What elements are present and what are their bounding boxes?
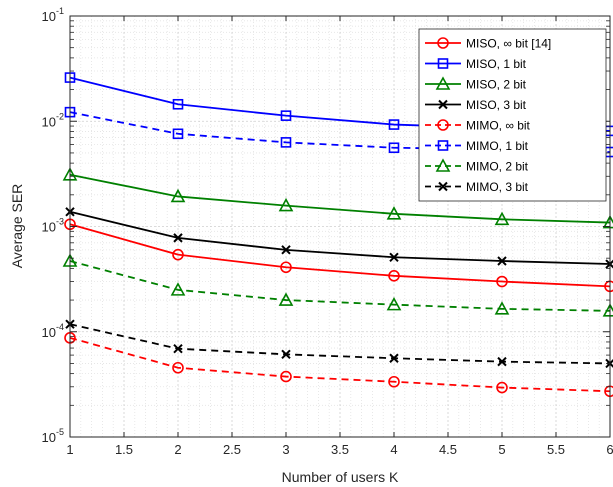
x-axis-label: Number of users K — [282, 469, 399, 485]
data-point — [281, 245, 291, 255]
series-line — [69, 173, 611, 224]
data-point — [437, 119, 449, 131]
data-point — [388, 375, 400, 388]
data-point — [437, 140, 449, 151]
x-tick-label: 4.5 — [439, 442, 457, 457]
data-point — [388, 270, 400, 282]
data-point — [497, 256, 507, 266]
legend-label: MISO, 2 bit — [466, 78, 527, 92]
y-axis-label: Average SER — [9, 184, 25, 269]
legend-label: MISO, 3 bit — [466, 98, 527, 112]
legend: MISO, ∞ bit [14] MISO, 1 bit MISO, 2 bit MI… — [418, 28, 607, 202]
data-point — [172, 361, 184, 374]
data-point — [437, 37, 449, 49]
x-tick-label: 2.5 — [223, 442, 241, 457]
x-tick-label: 6 — [606, 442, 613, 457]
data-point — [173, 344, 183, 354]
series-line — [69, 223, 611, 288]
data-point — [388, 142, 400, 154]
data-point — [386, 206, 402, 220]
data-point — [280, 370, 292, 383]
series-line — [69, 210, 611, 265]
data-point — [281, 349, 291, 360]
data-point — [388, 119, 400, 130]
data-point — [494, 211, 510, 226]
x-tick-label: 1 — [66, 442, 73, 457]
data-point — [438, 181, 448, 192]
x-axis-ticks: 1 1.5 2 2.5 3 3.5 4 4.5 5 5.5 6 — [66, 16, 613, 457]
y-tick-label: 10-5 — [42, 427, 64, 445]
data-point — [278, 197, 294, 212]
legend-label: MIMO, 3 bit — [466, 180, 529, 194]
x-tick-label: 4 — [390, 442, 397, 457]
data-point — [497, 356, 507, 367]
legend-label: MISO, ∞ bit [14] — [466, 37, 551, 51]
y-tick-label: 10-2 — [42, 111, 64, 129]
legend-entry: MISO, 3 bit — [425, 98, 527, 112]
data-point — [494, 301, 510, 315]
x-tick-label: 3.5 — [331, 442, 349, 457]
legend-entry: MISO, 2 bit — [425, 76, 527, 92]
data-point — [496, 275, 508, 288]
legend-label: MIMO, 1 bit — [466, 139, 529, 153]
data-point — [389, 252, 399, 262]
data-point — [278, 292, 294, 306]
data-point — [280, 137, 292, 148]
data-point — [172, 128, 184, 140]
legend-entry: MISO, ∞ bit [14] — [425, 37, 551, 51]
data-point — [438, 99, 448, 110]
legend-entry: MISO, 1 bit — [425, 57, 527, 71]
data-point — [280, 261, 292, 274]
data-point — [170, 188, 186, 203]
x-tick-label: 1.5 — [115, 442, 133, 457]
data-point — [172, 98, 184, 110]
legend-entry: MIMO, ∞ bit — [425, 119, 531, 133]
legend-label: MISO, 1 bit — [466, 57, 527, 71]
x-tick-label: 2 — [174, 442, 181, 457]
x-tick-label: 3 — [282, 442, 289, 457]
x-tick-label: 5.5 — [547, 442, 565, 457]
data-point — [435, 158, 451, 172]
data-point — [496, 381, 508, 394]
y-tick-label: 10-1 — [42, 6, 64, 24]
data-point — [435, 76, 451, 90]
legend-label: MIMO, ∞ bit — [466, 119, 531, 133]
data-point — [170, 282, 186, 296]
legend-entry: MIMO, 1 bit — [425, 139, 529, 153]
data-point — [437, 58, 449, 69]
data-point — [389, 353, 399, 363]
legend-entry: MIMO, 3 bit — [425, 180, 529, 194]
data-point — [280, 110, 292, 121]
legend-entry: MIMO, 2 bit — [425, 158, 529, 174]
y-axis-ticks: 10-5 10-4 10-3 10-2 10-1 — [42, 6, 610, 445]
x-tick-label: 5 — [498, 442, 505, 457]
legend-label: MIMO, 2 bit — [466, 160, 529, 174]
data-point — [386, 296, 402, 311]
data-point — [173, 233, 183, 243]
y-tick-label: 10-4 — [42, 322, 64, 340]
legend-box — [418, 28, 607, 202]
y-tick-label: 10-3 — [42, 217, 64, 235]
data-point — [172, 248, 184, 261]
